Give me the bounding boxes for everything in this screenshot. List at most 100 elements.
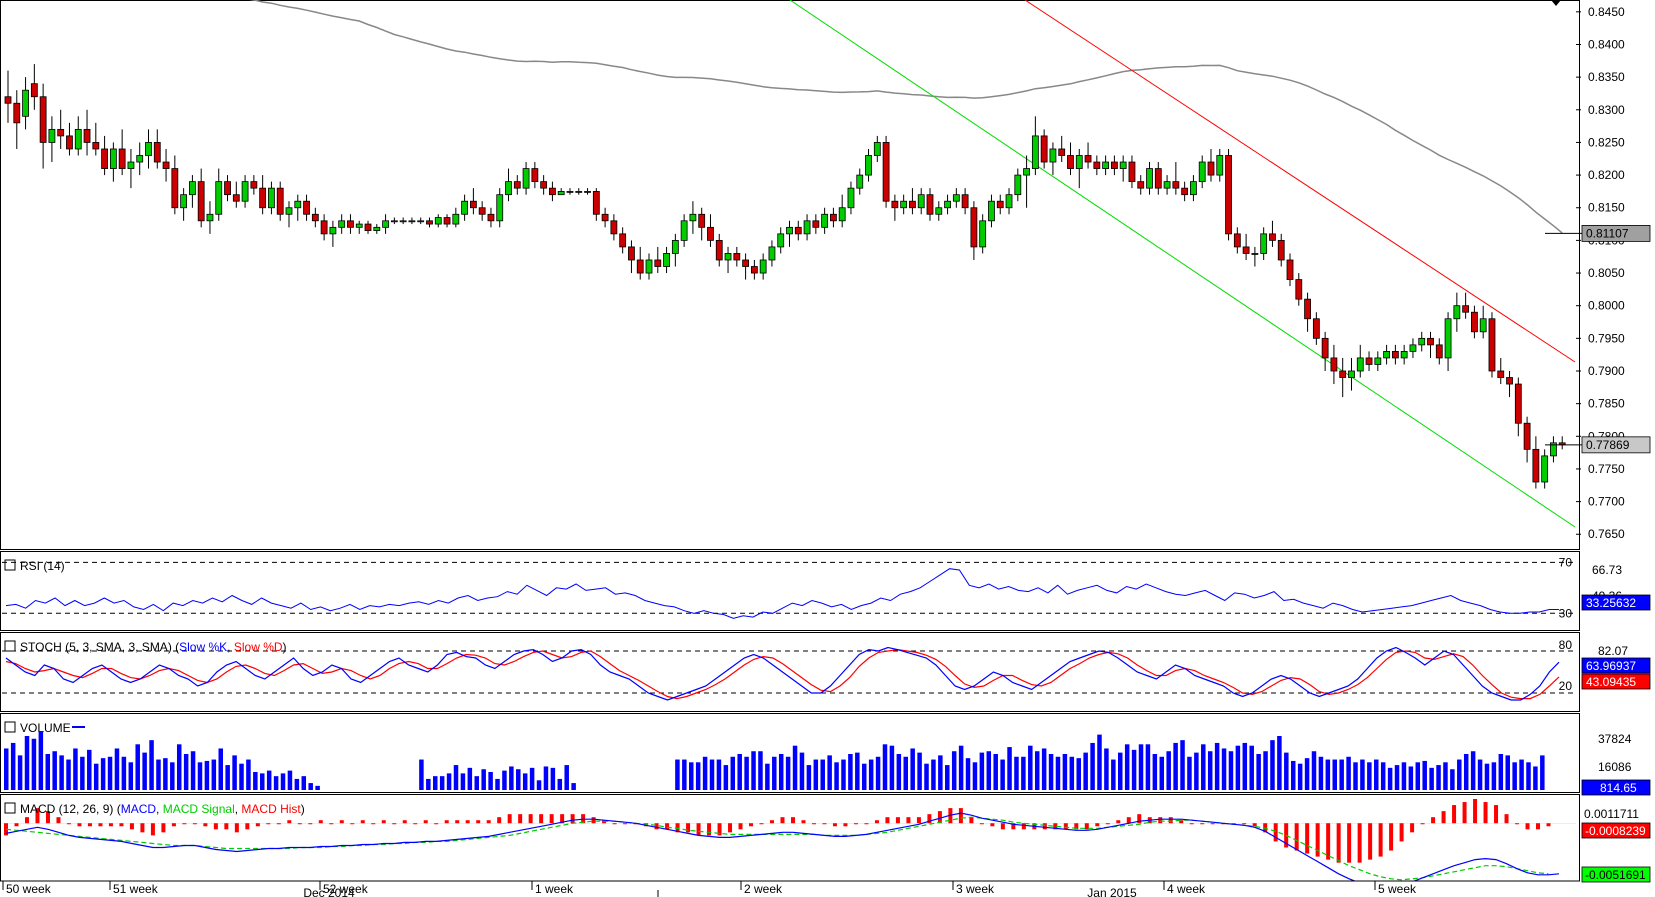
candle-body (592, 191, 600, 215)
macd-hist-bar (1452, 805, 1457, 824)
candle-body (1541, 455, 1549, 483)
macd-hist-bar (276, 823, 281, 825)
volume-bar (1387, 767, 1393, 790)
candle-body (1269, 233, 1276, 241)
volume-bar (709, 759, 715, 790)
volume-bar (218, 748, 223, 790)
macd-hist-bar (979, 823, 984, 825)
volume-bar (1353, 762, 1358, 790)
candle-body (1453, 305, 1461, 320)
candle-body (1102, 161, 1110, 169)
volume-bar (682, 759, 687, 790)
price-tick-label: 0.7750 (1588, 462, 1625, 476)
candle-body (276, 187, 284, 215)
volume-bar (467, 767, 473, 790)
candle-body (1084, 155, 1092, 163)
candle-body (1321, 337, 1329, 359)
volume-bar (1131, 749, 1137, 790)
macd-hist-bar (213, 823, 218, 830)
candle-body (715, 239, 723, 261)
volume-bar (495, 778, 500, 790)
volume-bar (1484, 763, 1490, 790)
volume-bar (1152, 754, 1158, 790)
candle-body (1374, 357, 1382, 365)
volume-bar (308, 783, 313, 790)
volume-bar (1540, 755, 1545, 790)
candle-body (92, 142, 100, 150)
candle-body (750, 266, 758, 274)
candle-body (4, 96, 12, 104)
volume-bar (453, 765, 459, 790)
macd-hist-bar (507, 814, 512, 824)
volume-bar (723, 765, 729, 790)
candle-body (1444, 318, 1452, 359)
candle-body (1233, 233, 1241, 248)
candle-body (979, 220, 987, 248)
macd-hist-bar (1179, 820, 1184, 824)
candle-body (311, 213, 319, 222)
volume-bar (488, 772, 493, 790)
candle-body (557, 191, 565, 196)
macd-hist-bar (1189, 823, 1194, 825)
macd-line (5, 812, 1560, 889)
volume-bar (1069, 756, 1075, 790)
candle-body (496, 194, 504, 222)
macd-hist-bar (497, 817, 502, 824)
volume-bar (509, 766, 514, 790)
macd-hist-bar (1200, 823, 1205, 825)
volume-bar (1401, 762, 1407, 790)
macd-hist-bar (696, 823, 701, 836)
volume-title: VOLUME (20, 721, 71, 735)
price-tick-label: 0.8350 (1588, 70, 1625, 84)
volume-bar (1118, 752, 1123, 790)
macd-hist-bar (822, 823, 827, 825)
macd-hist-bar (895, 817, 900, 824)
macd-hist-bar (770, 820, 775, 824)
macd-hist-bar (790, 817, 795, 824)
candle-body (241, 181, 249, 202)
price-tick-label: 0.8450 (1588, 5, 1625, 19)
price-tick-label: 0.8400 (1588, 37, 1625, 51)
macd-hist-bar (927, 814, 932, 824)
volume-toggle-icon (4, 721, 16, 733)
stoch-d-legend: Slow %D (234, 640, 283, 654)
macd-hist-bar (434, 823, 439, 825)
volume-bar (135, 744, 140, 790)
candle-body (1014, 174, 1022, 196)
volume-bar (1194, 752, 1199, 790)
stoch-k-value-box (1581, 657, 1651, 674)
macd-signal-value-box (1581, 866, 1651, 883)
volume-bar (1228, 751, 1234, 790)
candle-body (601, 213, 609, 222)
month-label: Dec 2014 (303, 886, 355, 897)
candle-body (1383, 351, 1391, 359)
price-tick-label: 0.7650 (1588, 527, 1625, 541)
macd-hist-bar (1074, 823, 1079, 830)
macd-hist-bar (539, 814, 544, 824)
candle-body (1023, 168, 1030, 176)
macd-hist-bar (1536, 823, 1541, 830)
candle-body (329, 226, 337, 235)
volume-bar (426, 778, 431, 790)
candle-body (654, 259, 662, 267)
candle-body (926, 194, 934, 215)
stoch-slow-k-line (5, 646, 1560, 701)
candle-body (549, 187, 556, 196)
macd-hist-bar (518, 814, 523, 824)
volume-bar (834, 762, 839, 790)
candle-body (873, 142, 881, 156)
volume-bar (446, 773, 452, 790)
candle-body (364, 223, 372, 231)
volume-bar (945, 765, 950, 790)
volume-bar (744, 756, 749, 790)
volume-bar (716, 759, 722, 790)
macd-hist-bar (811, 823, 816, 825)
candle-body (1435, 344, 1443, 359)
volume-axis-label: 37824 (1598, 732, 1632, 746)
macd-hist-bar (958, 808, 963, 824)
volume-bar (1104, 748, 1109, 790)
volume-bar (66, 759, 71, 790)
macd-hist-bar (801, 820, 806, 824)
volume-bar (1470, 751, 1476, 790)
volume-bar (972, 762, 978, 790)
